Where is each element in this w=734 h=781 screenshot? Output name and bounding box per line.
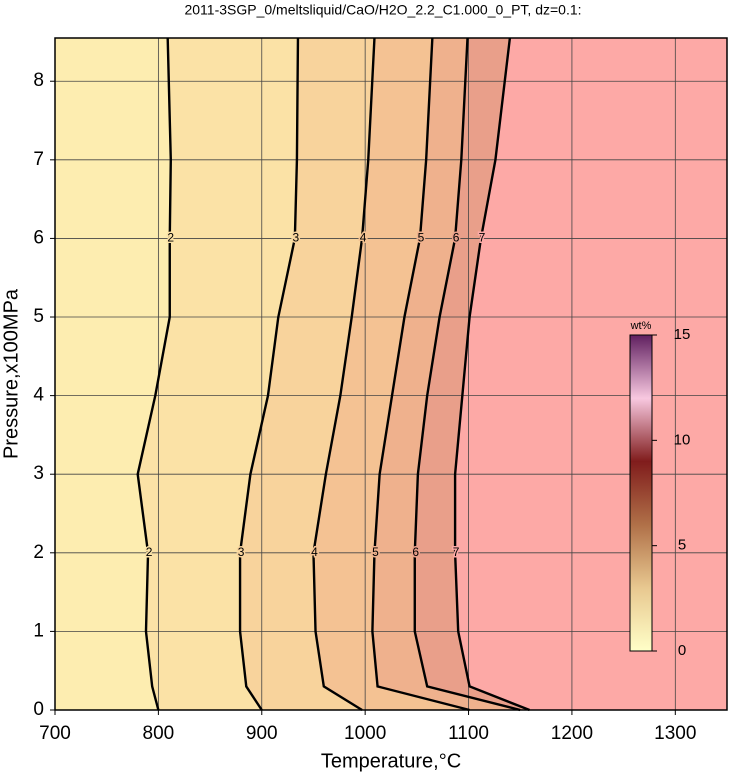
y-tick-label: 5 xyxy=(33,306,44,327)
contour-line xyxy=(371,37,470,712)
y-tick-label: 7 xyxy=(33,149,44,170)
colorbar-tick-label: 15 xyxy=(674,326,691,343)
y-tick-label: 6 xyxy=(33,227,44,248)
contour-band xyxy=(455,38,727,710)
contour-label: 5 xyxy=(372,545,379,559)
x-tick-label: 800 xyxy=(143,723,175,744)
contour-label: 5 xyxy=(418,231,425,245)
y-tick-label: 1 xyxy=(33,620,44,641)
contour-label: 4 xyxy=(360,231,367,245)
x-tick-label: 900 xyxy=(246,723,278,744)
colorbar xyxy=(629,334,653,652)
contour-band xyxy=(372,38,521,710)
colorbar-label: wt% xyxy=(630,320,652,332)
y-tick-label: 0 xyxy=(33,699,44,720)
y-tick-label: 2 xyxy=(33,542,44,563)
contour-line xyxy=(312,37,376,712)
contour-label: 6 xyxy=(412,545,419,559)
y-axis-label: Pressure,x100MPa xyxy=(0,288,22,459)
x-tick-label: 1000 xyxy=(344,723,386,744)
contour-label: 2 xyxy=(167,231,174,245)
plot-frame xyxy=(54,37,728,711)
contour-band xyxy=(313,38,470,710)
colorbar-tick-label: 10 xyxy=(674,431,691,448)
contour-label: 7 xyxy=(479,231,486,245)
colorbar-tick-label: 0 xyxy=(678,642,686,659)
contour-line xyxy=(238,37,300,711)
y-tick-label: 3 xyxy=(33,463,44,484)
y-tick-label: 8 xyxy=(33,70,44,91)
x-tick-label: 700 xyxy=(39,723,71,744)
contour-label: 2 xyxy=(146,545,153,559)
contour-label: 7 xyxy=(453,545,460,559)
contour-label: 6 xyxy=(453,231,460,245)
x-axis-label: Temperature,°C xyxy=(321,750,461,772)
contour-line xyxy=(136,37,172,711)
contour-band xyxy=(414,38,530,710)
contour-band xyxy=(240,38,375,710)
x-tick-label: 1100 xyxy=(448,723,489,744)
x-tick-label: 1300 xyxy=(654,723,696,744)
contour-label: 4 xyxy=(311,545,318,559)
x-tick-label: 1200 xyxy=(551,723,593,744)
contour-label: 3 xyxy=(238,545,245,559)
contour-line xyxy=(413,37,521,712)
chart-title: 2011-3SGP_0/meltsliquid/CaO/H2O_2.2_C1.0… xyxy=(184,2,581,18)
contour-label: 3 xyxy=(293,231,300,245)
y-tick-label: 4 xyxy=(33,385,44,406)
contour-line xyxy=(453,37,530,712)
colorbar-tick-label: 5 xyxy=(678,537,686,554)
contour-band xyxy=(137,38,298,710)
